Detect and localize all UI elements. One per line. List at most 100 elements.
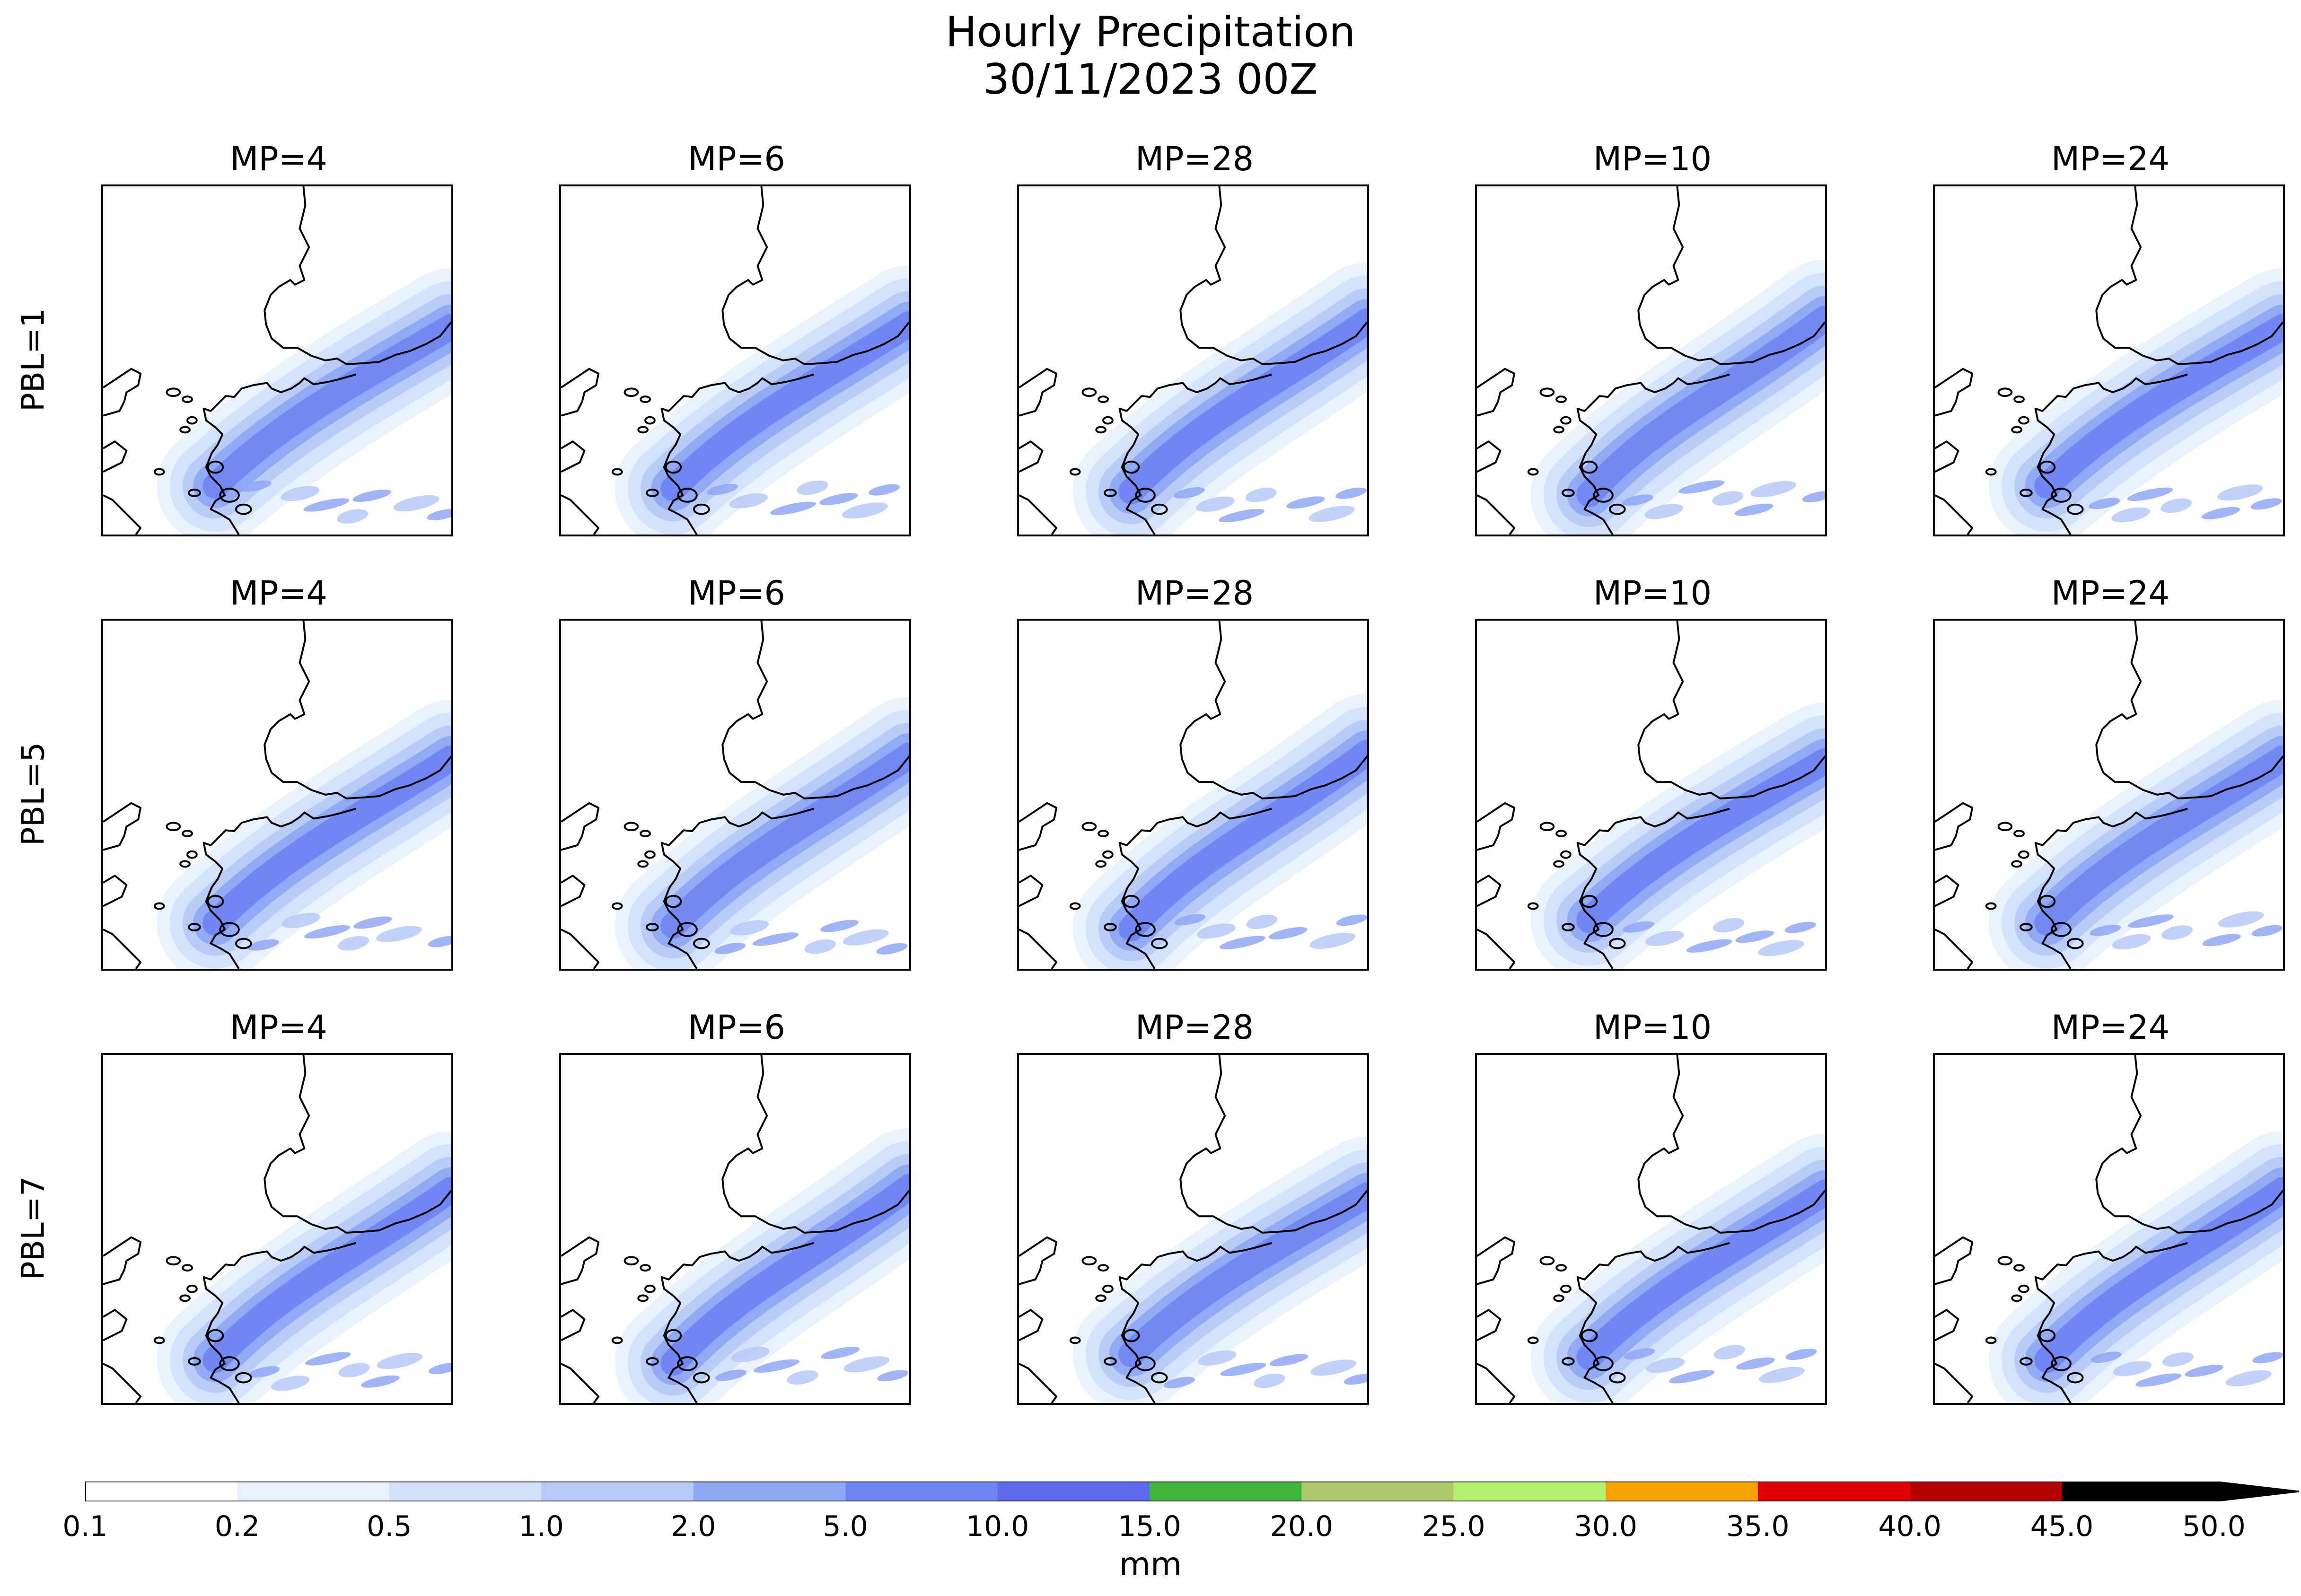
colorbar-cell: [1301, 1482, 1454, 1501]
island-outline: [153, 902, 165, 910]
precip-cell: [305, 1352, 351, 1366]
colorbar-tick-label: 20.0: [1270, 1510, 1334, 1543]
colorbar-extend-arrow: [2214, 1482, 2299, 1501]
island-outline: [2018, 850, 2029, 859]
precip-cell: [247, 939, 279, 951]
panel-title: MP=4: [230, 140, 327, 178]
island-outline: [665, 1329, 682, 1342]
island-outline: [640, 830, 651, 838]
island-outline: [640, 1264, 651, 1272]
precip-cell: [1758, 940, 1804, 956]
precip-cell: [240, 480, 272, 492]
island-outline: [2013, 395, 2025, 403]
colorbar-cell: [541, 1482, 694, 1501]
island-outline: [1081, 387, 1097, 397]
precip-cell: [715, 1369, 747, 1381]
precip-cell: [271, 1376, 310, 1391]
precip-cell: [377, 1353, 423, 1369]
precip-cell: [1219, 936, 1265, 949]
island-outline: [665, 894, 682, 908]
precip-cell: [869, 484, 900, 496]
precip-band: [1118, 308, 1367, 505]
colorbar-tick-label: 0.1: [62, 1510, 108, 1543]
map-panel: [1475, 184, 1827, 536]
island-outline: [611, 1336, 623, 1344]
precip-cell: [1269, 1354, 1309, 1367]
island-outline: [2013, 1264, 2025, 1272]
coastline: [103, 621, 451, 969]
precip-cell: [731, 1347, 770, 1362]
island-outline: [2011, 1294, 2022, 1302]
precip-cell: [428, 936, 451, 947]
island-outline: [1095, 426, 1107, 434]
precip-cell: [1309, 506, 1355, 522]
island-outline: [1581, 894, 1598, 908]
coastline: [1019, 186, 1367, 535]
island-outline: [1581, 1329, 1598, 1342]
colorbar-tick-label: 50.0: [2182, 1510, 2246, 1543]
map-panel: [1933, 184, 2285, 536]
island-outline: [1069, 468, 1081, 476]
island-outline: [2066, 938, 2084, 949]
precip-cell: [787, 1370, 818, 1385]
precip-cell: [2252, 1352, 2283, 1364]
precip-cell: [843, 1356, 890, 1373]
island-outline: [166, 822, 181, 832]
island-outline: [1135, 922, 1156, 937]
island-outline: [2066, 503, 2084, 515]
precip-cell: [2090, 1351, 2122, 1363]
island-outline: [644, 850, 656, 859]
map-0-3: [1477, 186, 1825, 535]
precip-cell: [361, 1375, 400, 1388]
island-outline: [219, 922, 240, 937]
precip-cell: [2160, 498, 2192, 513]
island-outline: [611, 902, 623, 910]
coastline: [1477, 621, 1825, 969]
precip-cell: [1254, 1373, 1285, 1388]
precip-cell: [876, 943, 908, 955]
precip-cell: [1173, 487, 1205, 499]
precip-cell: [393, 495, 439, 511]
island-outline: [677, 488, 698, 503]
precip-cell: [2161, 925, 2193, 940]
island-outline: [1069, 902, 1081, 910]
map-panel: [559, 619, 911, 971]
island-outline: [186, 1284, 198, 1293]
colorbar-cell: [2062, 1482, 2214, 1501]
precip-cell: [1686, 939, 1732, 953]
precip-cell: [1336, 914, 1367, 926]
island-outline: [1997, 822, 2013, 832]
island-outline: [1081, 822, 1097, 832]
precip-cell: [303, 498, 350, 512]
precip-cell: [1785, 1349, 1817, 1360]
precip-band: [202, 1176, 451, 1373]
island-outline: [1527, 468, 1539, 476]
map-2-4: [1935, 1055, 2283, 1403]
island-outline: [166, 387, 181, 397]
colorbar: [85, 1482, 2299, 1501]
precip-cell: [1622, 494, 1653, 506]
island-outline: [1985, 1336, 1997, 1344]
island-outline: [1095, 860, 1107, 868]
panel-title: MP=24: [2051, 140, 2170, 178]
colorbar-cell: [1757, 1482, 1910, 1501]
precip-cell: [877, 1370, 909, 1382]
precip-band: [2034, 745, 2283, 936]
precip-cell: [1713, 1345, 1745, 1359]
row-label: PBL=7: [15, 1176, 52, 1280]
colorbar-cell: [85, 1482, 237, 1501]
precip-cell: [1174, 914, 1206, 926]
precip-cell: [1309, 932, 1356, 949]
island-outline: [1135, 488, 1156, 503]
panel-title: MP=24: [2051, 1008, 2170, 1047]
island-outline: [1104, 923, 1117, 931]
precip-cell: [1197, 923, 1236, 939]
precip-cell: [1713, 918, 1744, 933]
island-outline: [1539, 1256, 1555, 1266]
precip-band: [660, 311, 909, 502]
island-outline: [1985, 902, 1997, 910]
precip-cell: [1734, 503, 1774, 516]
island-outline: [186, 416, 198, 425]
island-outline: [1562, 1357, 1575, 1366]
island-outline: [179, 860, 191, 868]
